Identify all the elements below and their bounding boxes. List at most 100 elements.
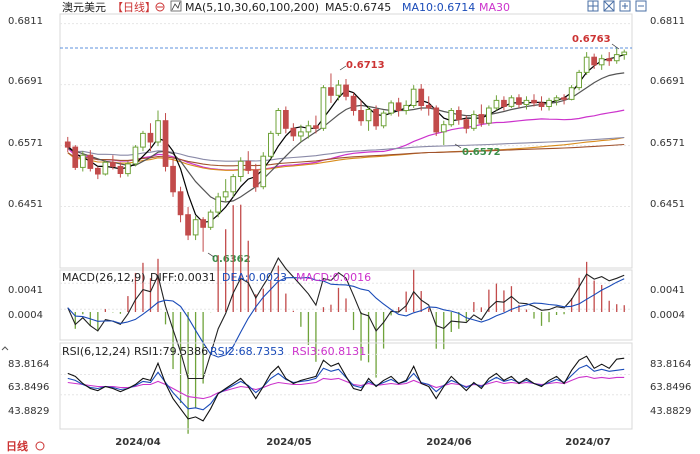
x-label-4: 2024/07 xyxy=(565,437,610,448)
rsi1-value: RSI1:79.5386 xyxy=(134,345,208,358)
grid-icon-1[interactable] xyxy=(587,0,599,12)
candle-body xyxy=(162,120,169,167)
candle-body xyxy=(102,161,109,175)
x-label-2: 2024/05 xyxy=(266,437,311,448)
candle-body xyxy=(403,104,409,112)
candle-body xyxy=(207,211,214,228)
candle-body xyxy=(252,170,259,188)
period-dropdown-icon[interactable] xyxy=(35,441,45,451)
macd-diff: DIFF:0.0031 xyxy=(150,271,216,284)
ma100-line xyxy=(67,136,625,162)
macd-legend: MACD(26,12,9) DIFF:0.0031 DEA:0.0023 MAC… xyxy=(62,271,371,284)
price-tick-left-1: 0.6811 xyxy=(8,16,43,27)
candle-body xyxy=(418,88,425,106)
rsi-grid xyxy=(60,353,632,396)
ma10-value: MA10:0.6714 xyxy=(402,1,475,14)
low-annotation-2: 0.6572 xyxy=(462,147,501,158)
ma-parameters: MA(5,10,30,60,100,200) xyxy=(185,1,319,14)
candle-body xyxy=(621,51,628,56)
rsi-tick-right-3: 43.8829 xyxy=(650,406,691,417)
candle-body xyxy=(463,119,470,129)
ma10-line xyxy=(67,72,625,203)
price-tick-left-2: 0.6691 xyxy=(8,76,43,87)
macd-tick-left-1: 0.0041 xyxy=(8,285,43,296)
candle-body xyxy=(523,99,530,106)
candle-body xyxy=(478,114,485,124)
rsi-panel[interactable] xyxy=(59,342,633,430)
price-tick-right-3: 0.6571 xyxy=(650,138,685,149)
toolbar xyxy=(587,0,647,12)
high-annotation-2: 0.6763 xyxy=(572,34,611,45)
high-marker-1 xyxy=(339,65,347,71)
macd-histogram xyxy=(74,204,625,434)
candle-body xyxy=(117,165,124,174)
grid-icon-3[interactable] xyxy=(619,0,631,12)
candle-body xyxy=(365,109,372,122)
time-axis: 2024/04 2024/05 2024/06 2024/07 xyxy=(115,437,610,448)
grid-icon-2[interactable] xyxy=(603,0,615,12)
candle-body xyxy=(320,87,327,129)
price-panel[interactable] xyxy=(59,13,633,269)
macd-value: MACD:0.0016 xyxy=(296,271,371,284)
candle-body xyxy=(222,191,229,198)
candle-body xyxy=(64,141,71,148)
candle-body xyxy=(568,87,575,100)
macd-panel[interactable] xyxy=(59,269,633,341)
symbol-name: 澳元美元 xyxy=(62,1,106,14)
collapse-icon[interactable] xyxy=(1,346,9,351)
candle-body xyxy=(335,84,342,96)
price-tick-right-4: 0.6451 xyxy=(650,199,685,210)
circle-settings-icon[interactable] xyxy=(155,2,165,12)
candle-body xyxy=(283,110,289,129)
period-tab[interactable]: 日线 xyxy=(6,439,28,453)
candle-body xyxy=(538,102,545,108)
candle-body xyxy=(486,107,492,124)
candle-body xyxy=(501,99,507,108)
rsi-params: RSI(6,12,24) xyxy=(62,345,130,358)
candle-body xyxy=(125,163,131,175)
rsi-tick-left-3: 43.8829 xyxy=(8,406,49,417)
macd-tick-left-2: 0.0004 xyxy=(8,310,43,321)
candle-body xyxy=(290,127,297,137)
header-legend: 澳元美元 【日线】 MA(5,10,30,60,100,200) MA5:0.6… xyxy=(62,0,510,14)
candle-body xyxy=(425,104,432,109)
candle-body xyxy=(80,154,86,168)
macd-params: MACD(26,12,9) xyxy=(62,271,146,284)
candle-body xyxy=(380,112,387,127)
candle-body xyxy=(350,95,357,112)
candle-body xyxy=(268,132,274,157)
ma-settings-icon[interactable] xyxy=(170,0,182,12)
ma30-line xyxy=(67,109,625,171)
candle-body xyxy=(328,87,334,96)
candle-body xyxy=(373,109,379,127)
price-tick-left-3: 0.6571 xyxy=(8,138,43,149)
candle-body xyxy=(245,160,252,171)
candle-body xyxy=(606,58,613,62)
candle-body xyxy=(576,71,582,89)
candle-body xyxy=(192,219,199,236)
macd-dea-line xyxy=(67,276,625,358)
candle-body xyxy=(230,176,237,193)
low-annotation-1: 0.6362 xyxy=(212,254,251,265)
rsi-tick-right-1: 83.8164 xyxy=(650,359,691,370)
candle-body xyxy=(508,97,515,107)
macd-tick-right-2: 0.0004 xyxy=(650,310,685,321)
candle-body xyxy=(448,110,455,126)
candle-body xyxy=(493,99,500,109)
period-label[interactable]: 【日线】 xyxy=(112,0,156,14)
candle-body xyxy=(343,84,349,97)
candle-body xyxy=(200,219,207,228)
macd-diff-line xyxy=(67,257,625,380)
candle-body xyxy=(546,99,552,108)
candle-body xyxy=(613,54,620,62)
candle-body xyxy=(388,102,394,114)
candle-body xyxy=(591,56,597,66)
ma60-line xyxy=(67,136,625,171)
ma30-value: MA30 xyxy=(479,1,510,14)
candle-body xyxy=(358,110,364,122)
candle-body xyxy=(433,107,440,133)
candle-body xyxy=(583,56,590,73)
price-axis: 0.6811 0.6691 0.6571 0.6451 0.6811 0.669… xyxy=(8,16,685,210)
grid-icon-4[interactable] xyxy=(635,0,647,12)
